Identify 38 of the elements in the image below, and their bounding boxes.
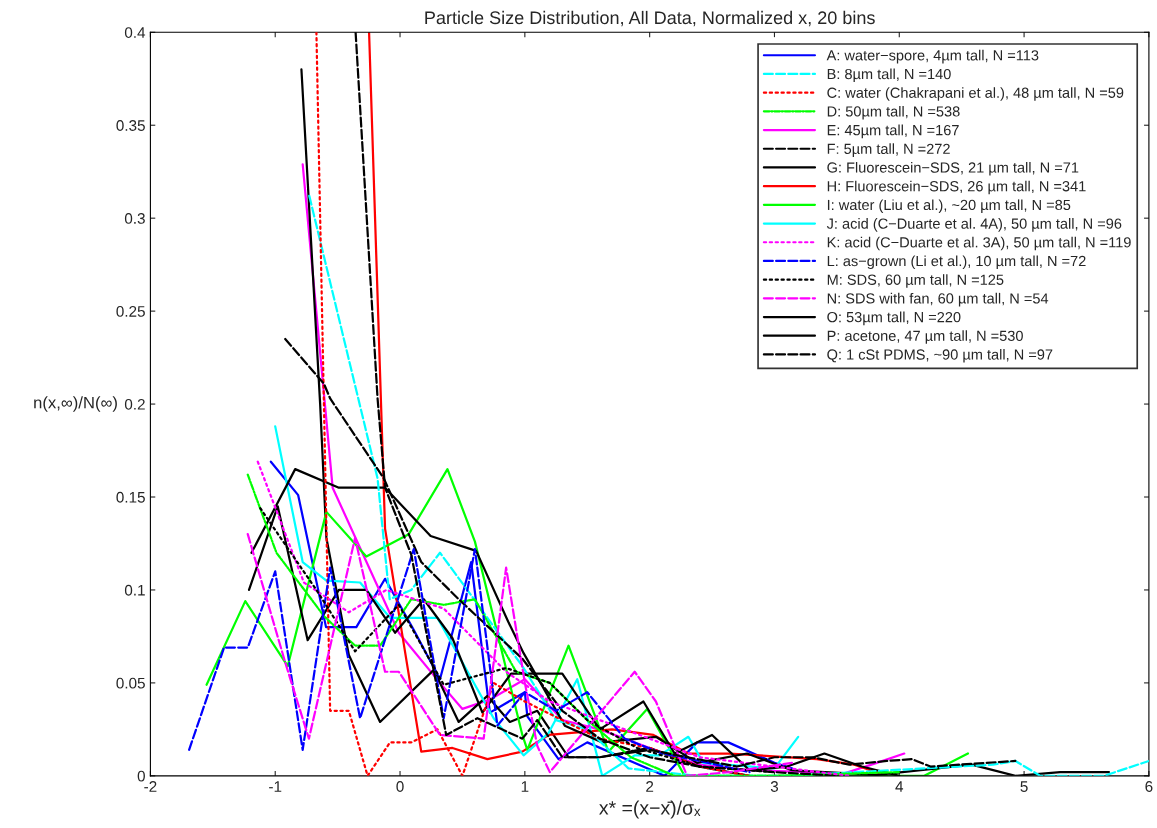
- legend-label: P: acetone, 47 µm tall, N =530: [827, 330, 1023, 344]
- y-tick-label: 0: [137, 770, 145, 782]
- x-tick-label: 2: [646, 781, 654, 792]
- y-tick-label: 0.2: [124, 398, 145, 410]
- x-tick-label: 0: [396, 781, 404, 792]
- legend-label: H: Fluorescein−SDS, 26 µm tall, N =341: [827, 180, 1086, 195]
- x-tick-label: 5: [1020, 781, 1028, 792]
- y-tick-label: 0.3: [124, 213, 145, 224]
- legend-label: L: as−grown (Li et al.), 10 µm tall, N =72: [827, 255, 1086, 270]
- legend-label: C: water (Chakrapani et al.), 48 µm tall, N =59: [827, 87, 1124, 101]
- legend-label: Q: 1 cSt PDMS, ~90 µm tall, N =97: [827, 348, 1053, 363]
- y-tick-label: 0.1: [124, 584, 145, 596]
- x-tick-label: -1: [269, 781, 282, 792]
- legend-label: A: water−spore, 4µm tall, N =113: [826, 49, 1039, 64]
- y-tick-label: 0.4: [124, 27, 146, 38]
- y-tick-label: 0.25: [116, 305, 145, 317]
- y-tick-label: 0.15: [116, 491, 145, 503]
- y-axis-title: n(x,∞)/N(∞): [34, 396, 117, 412]
- x-tick-label: -2: [144, 781, 157, 792]
- x-tick-label: 3: [770, 781, 779, 792]
- legend-label: J: acid (C−Duarte et al. 4A), 50 µm tall, N =96: [826, 218, 1122, 232]
- x-tick-label: 6: [1145, 781, 1153, 792]
- y-tick-label: 0.05: [116, 677, 145, 689]
- legend-label: G: Fluorescein−SDS, 21 µm tall, N =71: [827, 161, 1079, 176]
- legend-label: O: 53µm tall, N =220: [827, 311, 961, 326]
- x-axis-title: x* =(x−x̄)/σₓ: [599, 800, 701, 819]
- x-tick-label: 4: [895, 781, 904, 792]
- legend-label: E: 45µm tall, N =167: [827, 124, 959, 139]
- legend-label: D: 50µm tall, N =538: [827, 105, 960, 120]
- x-tick-label: 1: [521, 781, 529, 792]
- legend-label: B: 8µm tall, N =140: [827, 68, 951, 83]
- legend-label: N: SDS with fan, 60 µm tall, N =54: [827, 292, 1049, 307]
- legend-label: I: water (Liu et al.), ~20 µm tall, N =85: [827, 199, 1071, 213]
- chart-title: Particle Size Distribution, All Data, Normalized x, 20 bins: [425, 10, 875, 27]
- legend-label: F: 5µm tall, N =272: [827, 143, 950, 157]
- legend-label: K: acid (C−Duarte et al. 3A), 50 µm tall, N =119: [827, 236, 1131, 251]
- y-tick-label: 0.35: [116, 120, 145, 131]
- legend-label: M: SDS, 60 µm tall, N =125: [827, 274, 1004, 288]
